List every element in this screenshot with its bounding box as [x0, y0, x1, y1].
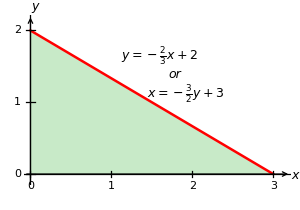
Text: 1: 1: [14, 97, 21, 107]
Text: 0: 0: [14, 169, 21, 179]
Polygon shape: [31, 30, 273, 174]
Text: 2: 2: [189, 181, 196, 191]
Text: 0: 0: [27, 181, 34, 191]
Text: 3: 3: [270, 181, 277, 191]
Text: $y = -\frac{2}{3}x + 2$: $y = -\frac{2}{3}x + 2$: [122, 45, 198, 67]
Text: 2: 2: [14, 25, 21, 35]
Text: or: or: [168, 68, 181, 81]
Text: y: y: [31, 0, 38, 13]
Text: 1: 1: [108, 181, 115, 191]
Text: x: x: [292, 169, 299, 182]
Text: $x = -\frac{3}{2}y + 3$: $x = -\frac{3}{2}y + 3$: [147, 83, 224, 105]
